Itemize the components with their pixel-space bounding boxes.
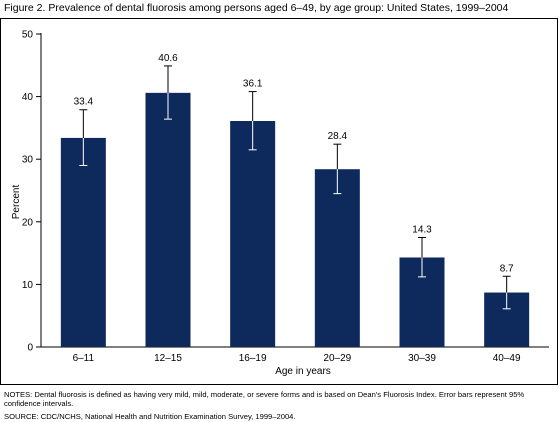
x-tick-label: 40–49 bbox=[493, 353, 521, 364]
x-axis-label: Age in years bbox=[275, 366, 331, 377]
value-label: 36.1 bbox=[243, 79, 263, 90]
x-tick-label: 12–15 bbox=[154, 353, 182, 364]
y-tick-label: 30 bbox=[22, 155, 34, 166]
chart-axes: 0 10 20 30 40 50 bbox=[22, 30, 549, 354]
y-tick-label: 40 bbox=[22, 92, 34, 103]
value-label: 14.3 bbox=[412, 224, 432, 235]
figure-title: Figure 2. Prevalence of dental fluorosis… bbox=[4, 2, 509, 14]
notes-text: NOTES: Dental fluorosis is defined as ha… bbox=[4, 390, 525, 409]
bar bbox=[60, 137, 106, 347]
bar bbox=[314, 169, 360, 347]
y-tick-label: 0 bbox=[27, 343, 33, 354]
bar bbox=[145, 92, 191, 348]
bar bbox=[230, 121, 276, 347]
y-tick-label: 10 bbox=[22, 280, 34, 291]
x-tick-label: 16–19 bbox=[239, 353, 267, 364]
value-label: 40.6 bbox=[158, 53, 178, 64]
value-label: 28.4 bbox=[328, 131, 348, 142]
chart-frame: 0 10 20 30 40 50 33.4 6–11 40.6 12–15 36.1 16–19 28… bbox=[0, 18, 558, 385]
value-label: 33.4 bbox=[74, 97, 94, 108]
y-axis-label: Percent bbox=[11, 185, 22, 220]
y-tick-label: 20 bbox=[22, 217, 34, 228]
figure-notes: NOTES: Dental fluorosis is defined as ha… bbox=[4, 390, 554, 421]
x-tick-label: 6–11 bbox=[73, 353, 95, 364]
chart-bars bbox=[60, 65, 530, 348]
source-text: SOURCE: CDC/NCHS, National Health and Nu… bbox=[4, 411, 296, 421]
value-label: 8.7 bbox=[500, 263, 514, 274]
chart-labels: 33.4 6–11 40.6 12–15 36.1 16–19 28.4 20–29 14.3 3… bbox=[73, 53, 521, 364]
x-tick-label: 20–29 bbox=[323, 353, 351, 364]
x-tick-label: 30–39 bbox=[408, 353, 436, 364]
y-tick-label: 50 bbox=[22, 30, 34, 41]
bar-chart: 0 10 20 30 40 50 33.4 6–11 40.6 12–15 36.1 16–19 28… bbox=[11, 30, 549, 377]
